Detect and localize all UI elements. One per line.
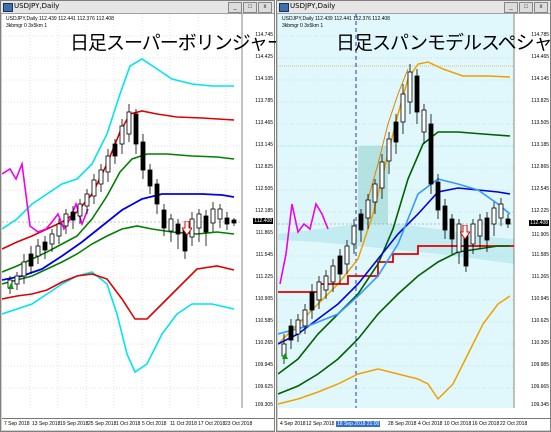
chart-subheader-left: 3kbmgr 0 3x5km 1 xyxy=(6,23,48,29)
minimize-button[interactable]: _ xyxy=(504,2,518,13)
y-label: 113.465 xyxy=(255,120,273,126)
x-tick: 28 Sep 2018 xyxy=(388,421,417,427)
current-price-label: 112.408 xyxy=(529,220,549,226)
y-label: 111.225 xyxy=(255,274,273,280)
y-label: 112.825 xyxy=(255,164,273,170)
y-label: 114.785 xyxy=(531,32,549,38)
span-model-chart xyxy=(278,14,550,420)
y-label: 109.985 xyxy=(530,362,549,368)
chart-big-title-left: 日足スーパーボリンジャー xyxy=(70,32,286,54)
window-title-left: USDJPY,Daily xyxy=(14,2,60,10)
y-label: 112.505 xyxy=(255,186,273,192)
y-label: 109.305 xyxy=(254,402,273,408)
y-label: 111.545 xyxy=(255,252,273,258)
y-label: 114.145 xyxy=(531,76,549,82)
chart-big-title-right: 日足スパンモデルスペシャル xyxy=(336,32,551,54)
y-label: 114.745 xyxy=(255,32,273,38)
y-label: 113.785 xyxy=(255,98,273,104)
y-label: 109.625 xyxy=(254,384,273,390)
maximize-button[interactable]: □ xyxy=(243,2,257,13)
y-label: 111.865 xyxy=(255,230,273,236)
chart-icon xyxy=(3,3,13,12)
x-axis-right: 4 Sep 2018 12 Sep 2018 18 Sep 2018 21:00… xyxy=(278,418,550,430)
x-tick: 1 Oct 2018 xyxy=(116,421,141,427)
minimize-button[interactable]: _ xyxy=(228,2,242,13)
x-tick: 16 Oct 2018 xyxy=(472,421,500,427)
chart-window-right[interactable]: USDJPY,Daily _ □ x xyxy=(276,0,551,432)
y-label: 110.625 xyxy=(531,318,549,324)
x-tick: 13 Sep 2018 xyxy=(32,421,61,427)
down-arrow-icon xyxy=(460,225,470,239)
y-label: 114.465 xyxy=(531,54,549,60)
maximize-button[interactable]: □ xyxy=(519,2,533,13)
x-tick: 4 Sep 2018 xyxy=(280,421,306,427)
crosshair-time-label: 18 Sep 2018 21:00 xyxy=(336,421,381,427)
y-label: 112.545 xyxy=(531,186,549,192)
y-label: 110.305 xyxy=(531,340,549,346)
y-label: 113.505 xyxy=(531,120,549,126)
x-tick: 12 Sep 2018 xyxy=(306,421,335,427)
y-label: 111.585 xyxy=(531,252,549,258)
y-label: 110.945 xyxy=(531,296,549,302)
x-tick: 19 Sep 2018 xyxy=(60,421,89,427)
chart-area-right[interactable]: USDJPY,Daily 112.439 112.441 112.376 112… xyxy=(278,14,551,420)
y-label: 109.945 xyxy=(254,362,273,368)
bollinger-chart xyxy=(2,14,274,420)
chart-header-left: USDJPY,Daily 112.439 112.441 112.376 112… xyxy=(6,16,114,22)
x-tick: 25 Sep 2018 xyxy=(88,421,117,427)
x-tick: 4 Oct 2018 xyxy=(418,421,443,427)
y-label: 109.345 xyxy=(530,402,549,408)
y-label: 111.265 xyxy=(531,274,549,280)
y-label: 114.105 xyxy=(255,76,273,82)
y-label: 113.825 xyxy=(531,98,549,104)
chart-window-left[interactable]: USDJPY,Daily _ □ x xyxy=(0,0,286,432)
close-button[interactable]: x xyxy=(258,2,272,13)
y-label: 109.665 xyxy=(530,384,549,390)
y-label: 110.585 xyxy=(255,318,273,324)
y-label: 112.185 xyxy=(255,208,273,214)
x-tick: 11 Oct 2018 xyxy=(170,421,197,427)
x-tick: 23 Oct 2018 xyxy=(225,421,253,427)
y-label: 112.865 xyxy=(531,164,549,170)
x-axis-left: 7 Sep 2018 13 Sep 2018 19 Sep 2018 25 Se… xyxy=(2,418,274,430)
y-label: 114.425 xyxy=(255,54,273,60)
y-label: 112.225 xyxy=(531,208,549,214)
x-tick: 7 Sep 2018 xyxy=(4,421,30,427)
titlebar-left[interactable]: USDJPY,Daily _ □ x xyxy=(1,1,274,14)
y-label: 113.185 xyxy=(531,142,549,148)
y-label: 110.265 xyxy=(255,340,273,346)
y-label: 110.905 xyxy=(255,296,273,302)
down-arrow-icon xyxy=(182,221,192,235)
close-button[interactable]: x xyxy=(534,2,548,13)
chart-subheader-right: 3kbmgr 0 3x5km 1 xyxy=(282,23,324,29)
x-tick: 17 Oct 2018 xyxy=(198,421,226,427)
titlebar-right[interactable]: USDJPY,Daily _ □ x xyxy=(277,1,550,14)
x-tick: 10 Oct 2018 xyxy=(444,421,472,427)
x-tick: 5 Oct 2018 xyxy=(142,421,167,427)
x-tick: 22 Oct 2018 xyxy=(500,421,528,427)
y-label: 111.905 xyxy=(531,232,549,238)
chart-header-right: USDJPY,Daily 112.439 112.441 112.376 112… xyxy=(282,16,390,22)
y-label: 113.145 xyxy=(255,142,273,148)
current-price-label: 112.408 xyxy=(253,218,273,224)
chart-icon xyxy=(279,3,289,12)
chart-area-left[interactable]: USDJPY,Daily 112.439 112.441 112.376 112… xyxy=(2,14,286,420)
window-title-right: USDJPY,Daily xyxy=(290,2,336,10)
